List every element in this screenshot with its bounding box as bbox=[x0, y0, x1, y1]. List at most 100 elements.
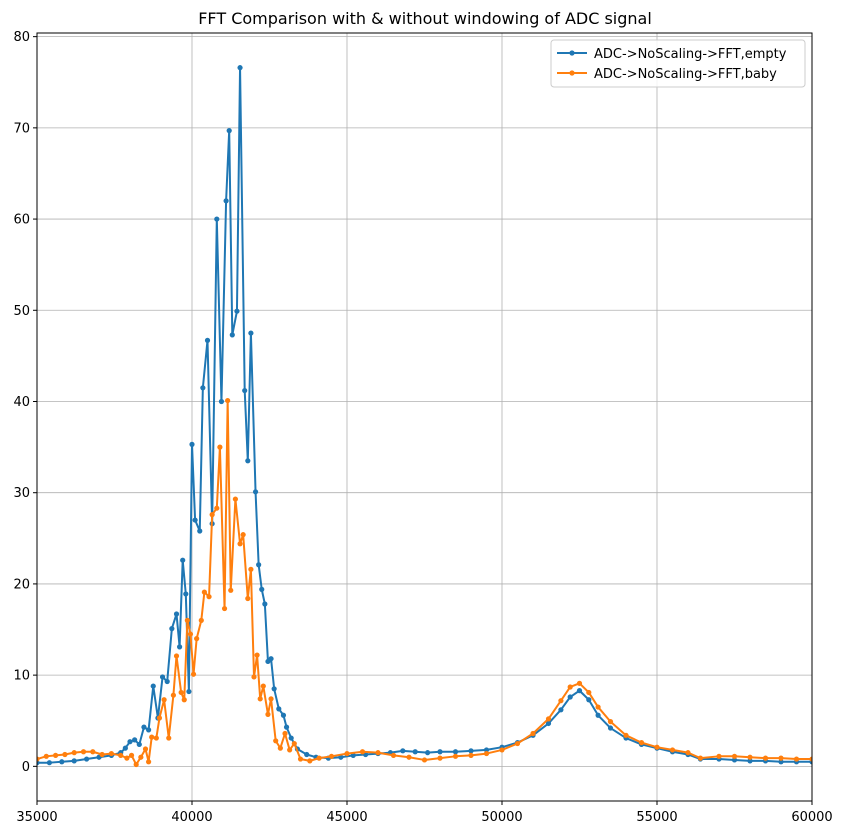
data-point bbox=[344, 750, 350, 757]
data-point bbox=[762, 755, 769, 761]
data-point bbox=[245, 458, 251, 464]
data-point bbox=[177, 644, 183, 650]
data-point bbox=[128, 752, 135, 758]
data-point bbox=[169, 626, 175, 632]
data-point bbox=[595, 704, 601, 710]
data-point bbox=[545, 716, 552, 722]
data-point bbox=[136, 741, 142, 748]
data-point bbox=[514, 740, 521, 747]
data-point bbox=[273, 738, 279, 744]
data-point bbox=[256, 562, 262, 568]
data-point bbox=[328, 753, 335, 759]
data-point bbox=[142, 746, 149, 752]
data-point bbox=[133, 761, 139, 768]
data-point bbox=[280, 712, 287, 718]
data-point bbox=[232, 496, 238, 502]
data-point bbox=[234, 308, 240, 314]
data-point bbox=[809, 756, 812, 762]
data-point bbox=[586, 689, 592, 696]
data-point bbox=[242, 387, 248, 394]
data-point bbox=[576, 688, 583, 694]
x-tick-label: 40000 bbox=[171, 810, 212, 825]
data-point bbox=[170, 692, 176, 698]
data-point bbox=[209, 511, 215, 518]
y-tick-label: 70 bbox=[13, 121, 30, 136]
data-point bbox=[127, 739, 133, 745]
data-point bbox=[697, 755, 704, 761]
data-point bbox=[197, 528, 203, 534]
data-point bbox=[237, 541, 243, 547]
data-point bbox=[223, 198, 229, 204]
data-point bbox=[400, 748, 406, 754]
data-point bbox=[277, 745, 283, 751]
data-point bbox=[206, 594, 212, 600]
data-point bbox=[638, 740, 645, 746]
data-point bbox=[198, 617, 204, 624]
data-point bbox=[607, 719, 614, 725]
data-point bbox=[282, 730, 288, 737]
x-tick-label: 35000 bbox=[16, 810, 57, 825]
data-point bbox=[268, 696, 274, 702]
data-point bbox=[166, 735, 172, 741]
data-point bbox=[221, 605, 228, 612]
data-point bbox=[304, 751, 310, 758]
plot-frame bbox=[36, 32, 813, 802]
data-point bbox=[468, 752, 474, 758]
data-point bbox=[228, 587, 234, 593]
data-point bbox=[80, 749, 87, 755]
data-point bbox=[173, 653, 180, 659]
data-point bbox=[260, 683, 266, 689]
data-point bbox=[99, 751, 105, 758]
data-point bbox=[173, 611, 180, 617]
data-point bbox=[437, 755, 443, 761]
data-point bbox=[276, 706, 282, 712]
data-point bbox=[558, 707, 564, 713]
data-point bbox=[262, 601, 268, 607]
data-point bbox=[187, 631, 194, 637]
data-point bbox=[576, 680, 583, 686]
data-point bbox=[43, 753, 49, 759]
data-point bbox=[778, 755, 784, 761]
x-tick-label: 55000 bbox=[636, 810, 677, 825]
data-point bbox=[452, 753, 459, 759]
y-tick-label: 80 bbox=[13, 30, 30, 45]
series-line bbox=[37, 399, 812, 766]
data-point bbox=[183, 591, 189, 597]
legend-label-empty: ADC->NoScaling->FFT,empty bbox=[594, 47, 787, 62]
data-point bbox=[190, 671, 197, 677]
data-point bbox=[229, 332, 235, 338]
legend-box bbox=[550, 39, 806, 88]
data-point bbox=[316, 755, 322, 761]
data-point bbox=[669, 747, 676, 753]
data-point bbox=[248, 330, 254, 336]
data-point bbox=[483, 750, 490, 757]
y-tick-label: 10 bbox=[13, 669, 30, 684]
data-point bbox=[184, 617, 190, 624]
data-point bbox=[201, 589, 207, 595]
legend-label-baby: ADC->NoScaling->FFT,baby bbox=[594, 67, 777, 82]
data-point bbox=[747, 754, 753, 760]
data-point bbox=[181, 697, 187, 703]
data-point bbox=[268, 656, 274, 662]
x-tick-label: 45000 bbox=[326, 810, 367, 825]
data-point bbox=[412, 749, 418, 755]
data-point bbox=[237, 65, 243, 71]
data-point bbox=[245, 595, 251, 602]
data-point bbox=[747, 758, 753, 764]
data-point bbox=[156, 715, 163, 721]
series-baby bbox=[37, 397, 812, 768]
data-point bbox=[226, 128, 232, 134]
data-point bbox=[161, 697, 167, 703]
data-point bbox=[200, 385, 206, 391]
x-tick-label: 50000 bbox=[481, 810, 522, 825]
data-point bbox=[37, 756, 40, 762]
data-point bbox=[265, 711, 271, 717]
y-tick-label: 20 bbox=[13, 577, 30, 592]
y-tick-label: 30 bbox=[13, 486, 30, 501]
data-point bbox=[251, 674, 257, 680]
data-point bbox=[291, 740, 297, 747]
data-point bbox=[122, 745, 128, 751]
data-point bbox=[499, 747, 505, 753]
data-point bbox=[390, 752, 397, 758]
